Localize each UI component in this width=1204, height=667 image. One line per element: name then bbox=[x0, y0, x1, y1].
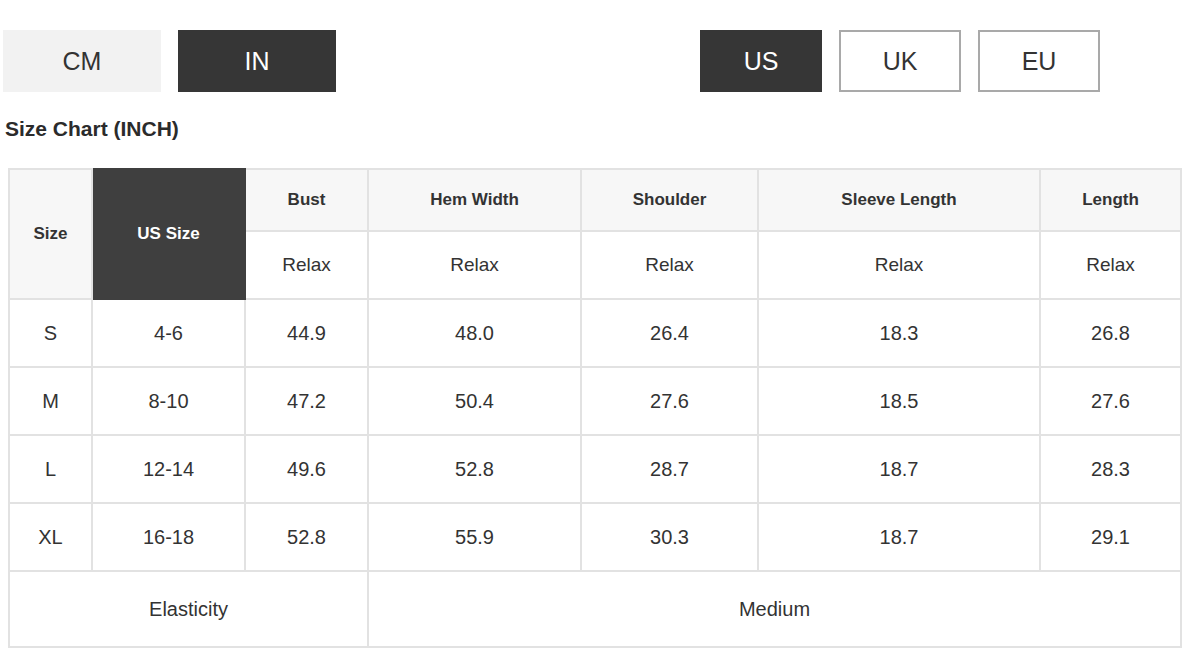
table-row-m: M 8-10 47.2 50.4 27.6 18.5 27.6 bbox=[9, 367, 1181, 435]
column-header-size: Size bbox=[9, 169, 92, 299]
fit-cell-bust: Relax bbox=[245, 231, 368, 299]
us-size-value: 12-14 bbox=[92, 435, 245, 503]
table-elasticity-row: Elasticity Medium bbox=[9, 571, 1181, 647]
fit-cell-hem-width: Relax bbox=[368, 231, 581, 299]
hem-width-value: 48.0 bbox=[368, 299, 581, 367]
hem-width-value: 50.4 bbox=[368, 367, 581, 435]
toggle-bar: CM IN US UK EU bbox=[0, 0, 1204, 92]
size-chart-panel: CM IN US UK EU Size Chart (INCH) Size US… bbox=[0, 0, 1204, 667]
size-label: M bbox=[9, 367, 92, 435]
column-header-us-size: US Size bbox=[92, 169, 245, 299]
length-value: 28.3 bbox=[1040, 435, 1181, 503]
us-size-value: 8-10 bbox=[92, 367, 245, 435]
region-toggle-group: US UK EU bbox=[700, 30, 1100, 92]
size-chart-heading: Size Chart (INCH) bbox=[5, 117, 1204, 141]
size-label: XL bbox=[9, 503, 92, 571]
sleeve-length-value: 18.7 bbox=[758, 435, 1040, 503]
fit-cell-length: Relax bbox=[1040, 231, 1181, 299]
table-row-s: S 4-6 44.9 48.0 26.4 18.3 26.8 bbox=[9, 299, 1181, 367]
region-toggle-uk[interactable]: UK bbox=[839, 30, 961, 92]
sleeve-length-value: 18.5 bbox=[758, 367, 1040, 435]
bust-value: 52.8 bbox=[245, 503, 368, 571]
hem-width-value: 55.9 bbox=[368, 503, 581, 571]
column-header-sleeve-length: Sleeve Length bbox=[758, 169, 1040, 231]
size-chart-table: Size US Size Bust Hem Width Shoulder Sle… bbox=[8, 168, 1182, 648]
fit-cell-shoulder: Relax bbox=[581, 231, 758, 299]
sleeve-length-value: 18.7 bbox=[758, 503, 1040, 571]
table-header-row: Size US Size Bust Hem Width Shoulder Sle… bbox=[9, 169, 1181, 231]
column-header-hem-width: Hem Width bbox=[368, 169, 581, 231]
unit-toggle-in[interactable]: IN bbox=[178, 30, 336, 92]
us-size-value: 4-6 bbox=[92, 299, 245, 367]
length-value: 26.8 bbox=[1040, 299, 1181, 367]
shoulder-value: 27.6 bbox=[581, 367, 758, 435]
unit-toggle-group: CM IN bbox=[3, 30, 336, 92]
shoulder-value: 28.7 bbox=[581, 435, 758, 503]
column-header-shoulder: Shoulder bbox=[581, 169, 758, 231]
region-toggle-us[interactable]: US bbox=[700, 30, 822, 92]
region-toggle-eu[interactable]: EU bbox=[978, 30, 1100, 92]
column-header-bust: Bust bbox=[245, 169, 368, 231]
elasticity-value: Medium bbox=[368, 571, 1181, 647]
length-value: 29.1 bbox=[1040, 503, 1181, 571]
bust-value: 49.6 bbox=[245, 435, 368, 503]
us-size-value: 16-18 bbox=[92, 503, 245, 571]
fit-cell-sleeve-length: Relax bbox=[758, 231, 1040, 299]
shoulder-value: 30.3 bbox=[581, 503, 758, 571]
unit-toggle-cm[interactable]: CM bbox=[3, 30, 161, 92]
bust-value: 44.9 bbox=[245, 299, 368, 367]
hem-width-value: 52.8 bbox=[368, 435, 581, 503]
size-label: L bbox=[9, 435, 92, 503]
table-row-l: L 12-14 49.6 52.8 28.7 18.7 28.3 bbox=[9, 435, 1181, 503]
size-label: S bbox=[9, 299, 92, 367]
table-row-xl: XL 16-18 52.8 55.9 30.3 18.7 29.1 bbox=[9, 503, 1181, 571]
column-header-length: Length bbox=[1040, 169, 1181, 231]
sleeve-length-value: 18.3 bbox=[758, 299, 1040, 367]
elasticity-label: Elasticity bbox=[9, 571, 368, 647]
shoulder-value: 26.4 bbox=[581, 299, 758, 367]
length-value: 27.6 bbox=[1040, 367, 1181, 435]
bust-value: 47.2 bbox=[245, 367, 368, 435]
